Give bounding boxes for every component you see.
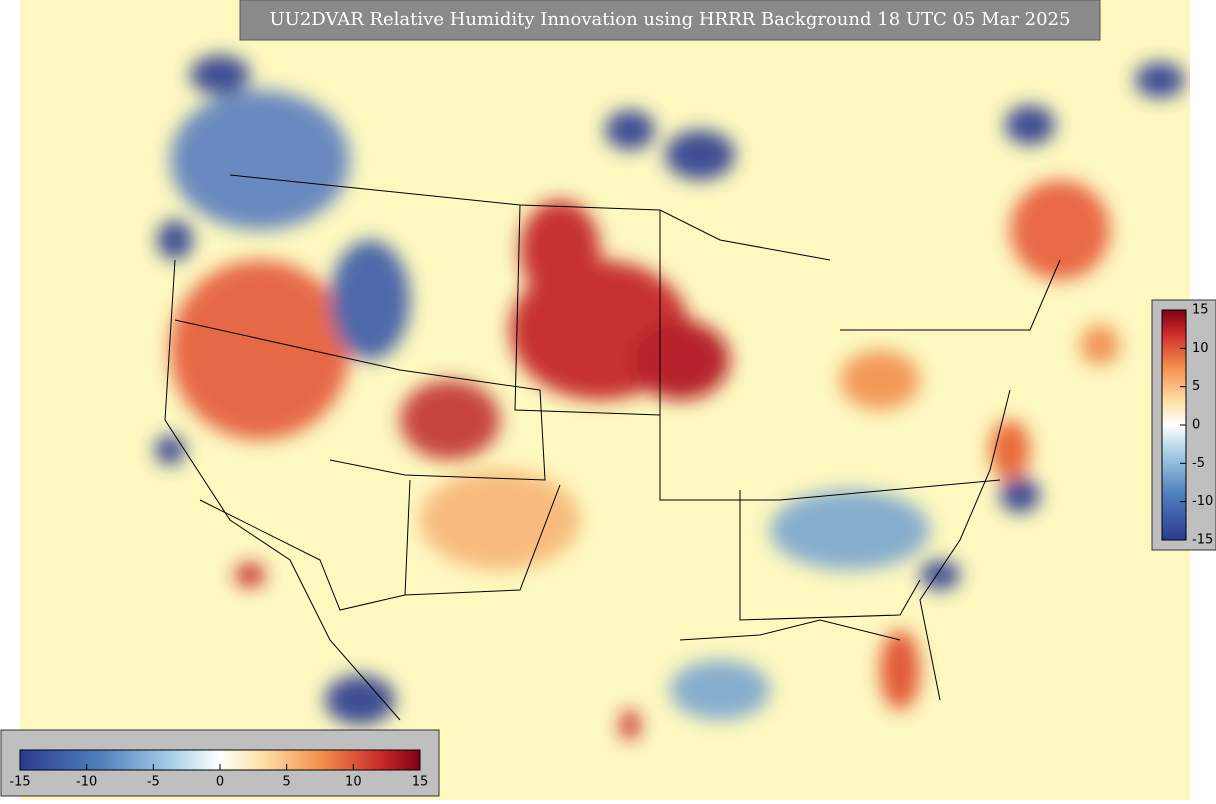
- tick-label: -5: [1192, 456, 1205, 471]
- tick-label: -15: [1192, 533, 1213, 548]
- tick-label: 15: [1192, 303, 1209, 318]
- tick-label: 5: [1192, 379, 1200, 394]
- tick-label: 10: [1192, 341, 1209, 356]
- map-title: UU2DVAR Relative Humidity Innovation usi…: [270, 9, 1071, 30]
- title-box: [239, 0, 1101, 41]
- tick-label: -15: [9, 775, 30, 790]
- tick-label: 10: [345, 775, 362, 790]
- tick-label: 0: [1192, 418, 1200, 433]
- tick-label: 0: [216, 775, 224, 790]
- tick-label: -10: [76, 775, 97, 790]
- tick-label: 5: [283, 775, 291, 790]
- map-field: [20, 0, 1190, 800]
- colorbar-ticks: -15 -10 -5 0 5 10 15 15 10 5 0 -5 -10 -15: [9, 303, 1213, 790]
- tick-label: -10: [1192, 494, 1213, 509]
- tick-label: -5: [147, 775, 160, 790]
- tick-label: 15: [412, 775, 429, 790]
